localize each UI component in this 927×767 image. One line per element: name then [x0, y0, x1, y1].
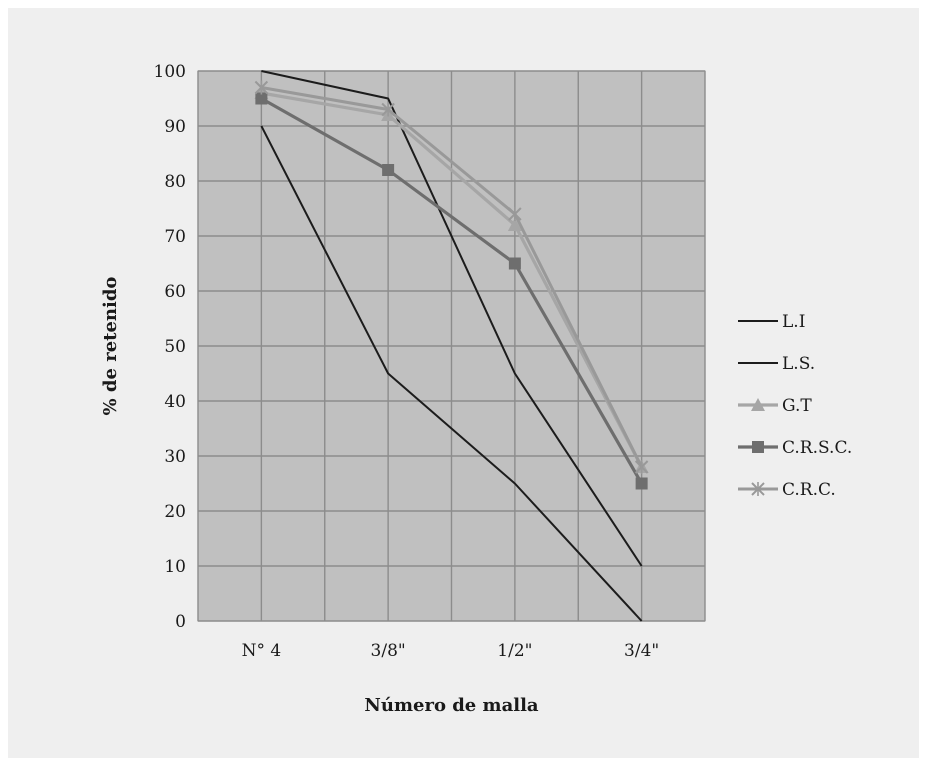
- series-ls: [261, 70, 643, 567]
- legend-marker: [751, 398, 765, 411]
- legend-label: G.T: [782, 396, 812, 416]
- data-point: [507, 218, 522, 231]
- legend-item: L.I: [738, 312, 805, 332]
- y-tick-label: 90: [164, 117, 186, 137]
- data-point: [255, 92, 268, 105]
- data-point: [634, 460, 649, 474]
- y-tick-label: 70: [164, 227, 186, 247]
- legend-item: C.R.C.: [738, 480, 836, 500]
- series-line: [261, 91, 644, 468]
- legend-label: L.S.: [782, 354, 815, 374]
- series-line: [261, 86, 643, 468]
- x-axis-title: Número de malla: [364, 695, 538, 716]
- data-point: [254, 80, 269, 95]
- data-point: [635, 477, 648, 490]
- series-line: [260, 97, 644, 485]
- series-li: [260, 125, 643, 622]
- data-point: [382, 164, 395, 176]
- y-tick-label: 80: [164, 172, 186, 192]
- x-tick-label: 1/2": [497, 641, 532, 661]
- x-tick-labels: N° 4 3/8" 1/2" 3/4": [242, 641, 660, 661]
- series-line: [261, 70, 643, 567]
- legend-label: L.I: [782, 312, 805, 332]
- series-line: [260, 125, 643, 622]
- y-tick-label: 40: [164, 392, 186, 412]
- series-crc: [254, 80, 649, 474]
- legend-label: C.R.C.: [782, 480, 836, 500]
- series-crsc: [255, 92, 648, 490]
- y-tick-label: 50: [164, 337, 186, 357]
- legend-item: L.S.: [738, 354, 815, 374]
- legend-label: C.R.S.C.: [782, 438, 852, 458]
- legend-marker: [751, 482, 765, 496]
- y-tick-label: 10: [164, 557, 186, 577]
- y-tick-label: 60: [164, 282, 186, 302]
- y-tick-label: 100: [154, 62, 186, 82]
- y-tick-label: 0: [175, 612, 186, 632]
- legend-item: C.R.S.C.: [738, 438, 852, 458]
- x-tick-label: 3/4": [624, 641, 659, 661]
- y-axis-title: % de retenido: [100, 277, 121, 416]
- y-tick-label: 20: [164, 502, 186, 522]
- data-point: [508, 207, 522, 221]
- x-tick-label: N° 4: [242, 641, 282, 661]
- legend-marker: [752, 441, 764, 453]
- y-tick-labels: 0 10 20 30 40 50 60 70 80 90 100: [154, 62, 186, 632]
- chart-frame: 0 10 20 30 40 50 60 70 80 90 100 N° 4 3/8" 1/2" 3/4" …: [8, 8, 919, 758]
- data-point: [381, 102, 395, 117]
- series-lines: [254, 70, 649, 622]
- y-tick-label: 30: [164, 447, 186, 467]
- data-point: [508, 257, 521, 270]
- legend-item: G.T: [738, 396, 812, 416]
- legend: L.I L.S. G.T C.R.S.C. C.R.C.: [738, 312, 852, 500]
- x-tick-label: 3/8": [371, 641, 406, 661]
